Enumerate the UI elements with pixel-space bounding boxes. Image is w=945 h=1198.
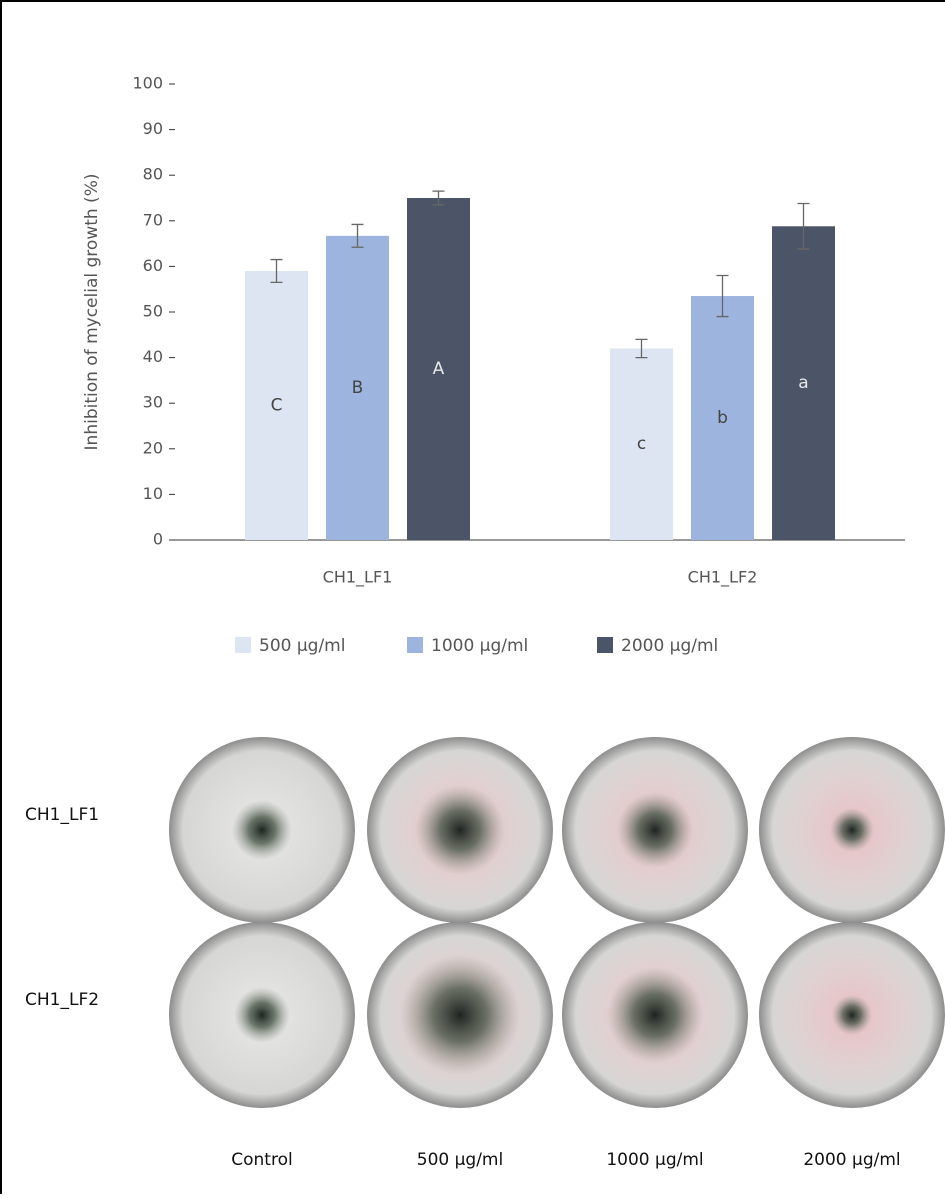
bar (326, 235, 389, 540)
colony (415, 785, 505, 875)
colony (617, 792, 693, 868)
significance-letter: B (352, 378, 364, 398)
colony (830, 808, 874, 852)
photo-label: 2000 μg/ml (803, 1150, 900, 1170)
error-bar (797, 202, 810, 250)
colony (607, 967, 703, 1063)
significance-letter: C (271, 395, 283, 415)
error-bar (351, 223, 364, 248)
colony (400, 955, 520, 1075)
significance-letter: a (798, 373, 808, 393)
bar (245, 270, 308, 540)
photo-label: Control (231, 1150, 292, 1170)
bar (407, 198, 470, 540)
legend-label: 2000 μg/ml (621, 636, 718, 656)
photo-label: 500 μg/ml (417, 1150, 503, 1170)
legend-swatch (407, 637, 423, 653)
y-axis-label: Inhibition of mycelial growth (%) (82, 174, 102, 451)
y-tick-label: 90 (143, 119, 163, 138)
x-tick-label: CH1_LF1 (323, 568, 393, 588)
bar (610, 348, 673, 540)
significance-letter: b (717, 408, 728, 428)
photo-label: 1000 μg/ml (606, 1150, 703, 1170)
significance-letter: c (637, 434, 646, 454)
y-tick-label: 70 (143, 210, 163, 229)
colony (832, 995, 872, 1035)
legend-swatch (235, 637, 251, 653)
colony (234, 987, 290, 1043)
legend-swatch (597, 637, 613, 653)
y-tick-label: 80 (143, 165, 163, 184)
error-bar (270, 258, 283, 284)
y-tick-label: 20 (143, 438, 163, 457)
x-tick-label: CH1_LF2 (688, 568, 758, 588)
y-tick-label: 0 (153, 530, 163, 549)
y-tick-label: 100 (132, 74, 163, 93)
legend-label: 1000 μg/ml (431, 636, 528, 656)
significance-letter: A (433, 359, 445, 379)
error-bar (716, 274, 729, 318)
y-tick-label: 60 (143, 256, 163, 275)
bar (691, 296, 754, 540)
y-tick-label: 40 (143, 347, 163, 366)
y-tick-label: 50 (143, 302, 163, 321)
colony (232, 800, 292, 860)
photo-label: CH1_LF2 (25, 990, 99, 1010)
error-bar (635, 338, 648, 359)
y-tick-label: 30 (143, 393, 163, 412)
photo-label: CH1_LF1 (25, 805, 99, 825)
error-bar (432, 190, 445, 206)
legend-label: 500 μg/ml (259, 636, 345, 656)
y-tick-label: 10 (143, 484, 163, 503)
bar (772, 226, 835, 540)
